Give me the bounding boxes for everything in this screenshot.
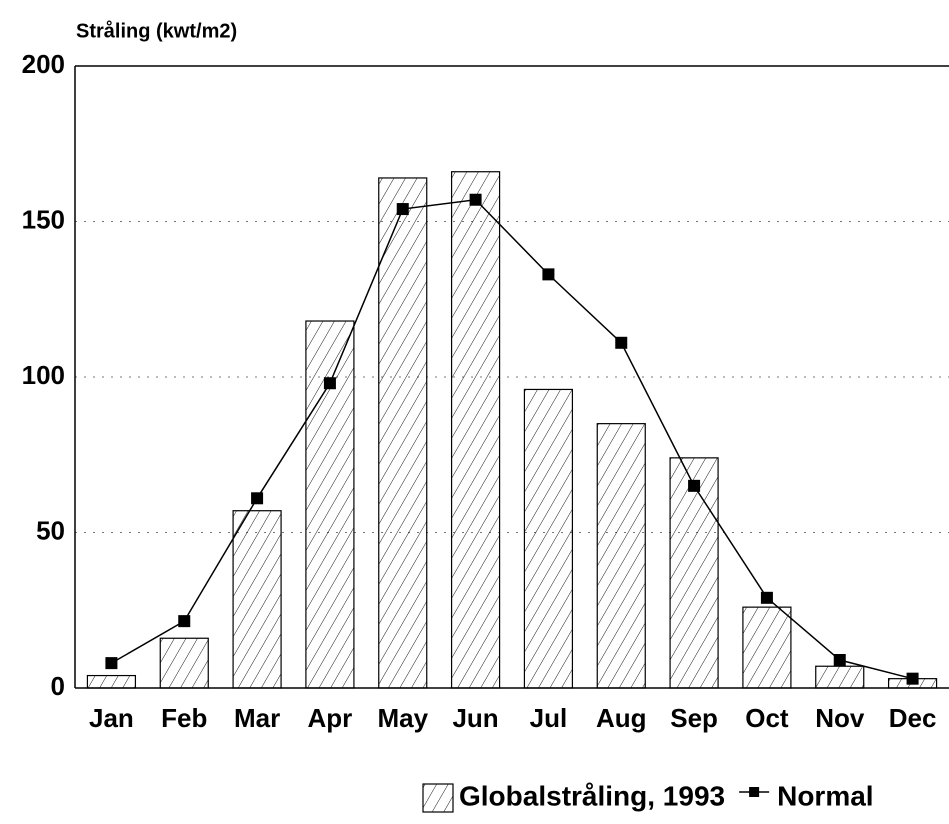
marker [760,591,773,604]
x-tick-label: Jan [89,703,134,733]
x-tick-label: Aug [596,703,647,733]
bar [450,171,501,689]
marker [469,193,482,206]
x-tick-label: Dec [889,703,937,733]
marker [323,377,336,390]
bar [669,457,719,689]
marker [542,268,555,281]
marker [833,654,846,667]
bar [815,665,865,689]
bar [378,177,428,689]
bar [86,674,137,689]
y-tick-label: 100 [22,360,65,390]
legend-label: Normal [777,780,873,811]
y-tick-label: 150 [22,204,65,234]
marker [251,492,264,505]
bar [305,320,355,689]
marker [615,336,628,349]
marker [178,615,191,628]
y-tick-label: 0 [51,671,65,701]
marker [688,479,701,492]
bar [596,423,646,689]
x-tick-label: Feb [161,703,207,733]
bar [523,388,574,689]
marker [906,672,919,685]
legend-swatch [422,783,454,813]
bar [742,606,792,689]
marker [105,657,118,670]
x-tick-label: Mar [234,703,280,733]
x-tick-label: Sep [670,703,718,733]
x-tick-label: Oct [745,703,789,733]
x-tick-label: May [377,703,428,733]
x-tick-label: Nov [815,703,865,733]
bar [232,510,282,689]
y-tick-label: 200 [22,49,65,79]
marker [396,203,409,216]
axis-title: Stråling (kwt/m2) [76,19,237,42]
x-tick-label: Jul [530,703,568,733]
x-tick-label: Apr [308,703,353,733]
legend-label: Globalstråling, 1993 [459,780,725,811]
legend-marker [749,787,760,797]
bar [159,637,209,689]
y-tick-label: 50 [36,515,65,545]
line [111,198,913,680]
x-tick-label: Jun [452,703,498,733]
